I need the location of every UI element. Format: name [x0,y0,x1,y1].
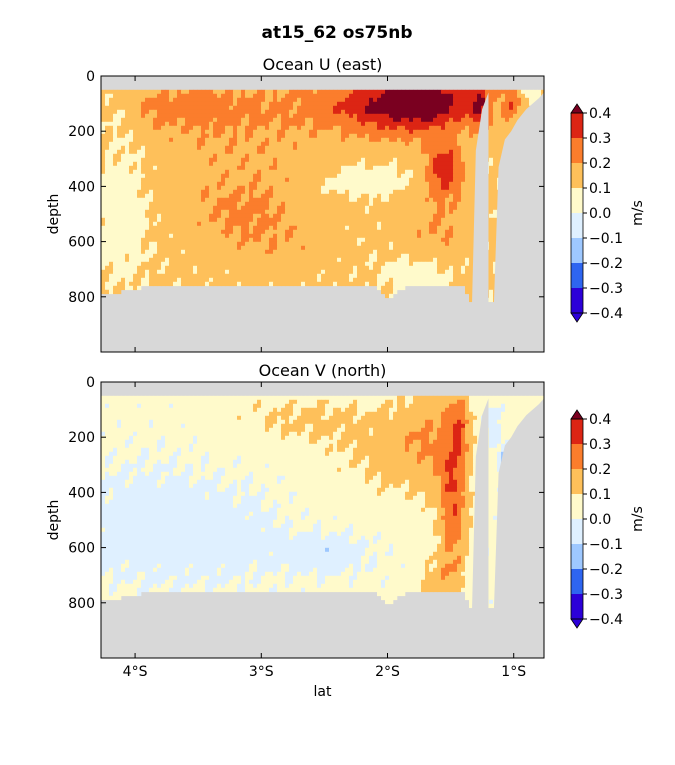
land-mask-1 [470,398,489,658]
panel-title: Ocean V (north) [259,361,387,380]
colorbar-tick-label: −0.3 [589,587,623,603]
colorbar-segment [571,594,583,619]
land-mask-deep [468,302,544,352]
y-tick-label: 0 [86,69,95,85]
colorbar-segment [571,213,583,238]
x-tick-label: 3°S [249,664,274,680]
colorbar-tick-label: 0.2 [589,156,611,172]
plot-area [101,76,544,352]
colorbar-tick-label: 0.0 [589,512,611,528]
colorbar-extend-min [570,618,584,629]
y-axis-label: depth [46,194,62,235]
colorbar-segment [571,188,583,213]
colorbar-tick-label: −0.1 [589,231,623,247]
colorbar-segment [571,113,583,138]
colorbar-tick-label: 0.3 [589,437,611,453]
colorbar-segment [571,138,583,163]
y-axis-label: depth [46,500,62,541]
colorbar-extend-max [570,409,584,420]
colorbar-segment [571,263,583,288]
colorbar-tick-label: 0.1 [589,181,611,197]
colorbar-segment [571,238,583,263]
land-mask-2 [492,92,544,352]
colorbar-tick-label: −0.4 [589,612,623,628]
colorbar-tick-label: 0.3 [589,131,611,147]
colorbar: −0.4 −0.3 −0.2 −0.1 0.0 0.1 0.2 0.3 0.4 m/s [570,409,646,629]
panel-title: Ocean U (east) [263,55,383,74]
colorbar-tick-label: 0.4 [589,412,611,428]
y-tick-label: 600 [68,541,95,557]
x-tick-label: 4°S [123,664,148,680]
x-axis-label: lat [314,684,332,700]
colorbar-tick-label: 0.4 [589,106,611,122]
x-tick-label: 2°S [375,664,400,680]
y-tick-label: 200 [68,124,95,140]
land-mask-2 [492,398,544,658]
colorbar-segment [571,494,583,519]
colorbar-tick-label: −0.2 [589,562,623,578]
colorbar-extend-min [570,312,584,323]
y-tick-label: 400 [68,179,95,195]
land-mask-1 [470,92,489,352]
y-tick-label: 200 [68,430,95,446]
x-tick-label: 1°S [501,664,526,680]
y-tick-label: 800 [68,596,95,612]
colorbar-segment [571,419,583,444]
colorbar-label: m/s [630,506,646,532]
colorbar-tick-label: 0.0 [589,206,611,222]
y-tick-label: 800 [68,290,95,306]
colorbar-extend-max [570,103,584,114]
colorbar-segment [571,569,583,594]
figure-title: at15_62 os75nb [261,23,412,43]
colorbar-label: m/s [630,200,646,226]
colorbar-segment [571,163,583,188]
panel-1: Ocean U (east) 0 200 400 600 800 depth −0.4 −0.3… [46,55,646,353]
colorbar-segment [571,544,583,569]
axes-frame [100,381,545,659]
colorbar-tick-label: 0.2 [589,462,611,478]
axes-frame [100,75,545,353]
panel-2: Ocean V (north) 4°S 3°S 2°S 1°S 0 200 400 600 800… [46,361,646,700]
colorbar-segment [571,444,583,469]
colorbar-tick-label: 0.1 [589,487,611,503]
colorbar: −0.4 −0.3 −0.2 −0.1 0.0 0.1 0.2 0.3 0.4 m/s [570,103,646,323]
y-tick-label: 0 [86,375,95,391]
colorbar-tick-label: −0.2 [589,256,623,272]
contour-field [101,395,544,609]
colorbar-segment [571,288,583,313]
plot-area [101,382,544,658]
y-tick-label: 400 [68,485,95,501]
land-mask-deep [468,608,544,658]
colorbar-segment [571,469,583,494]
colorbar-tick-label: −0.1 [589,537,623,553]
colorbar-tick-label: −0.4 [589,306,623,322]
colorbar-segment [571,519,583,544]
y-tick-label: 600 [68,235,95,251]
colorbar-tick-label: −0.3 [589,281,623,297]
